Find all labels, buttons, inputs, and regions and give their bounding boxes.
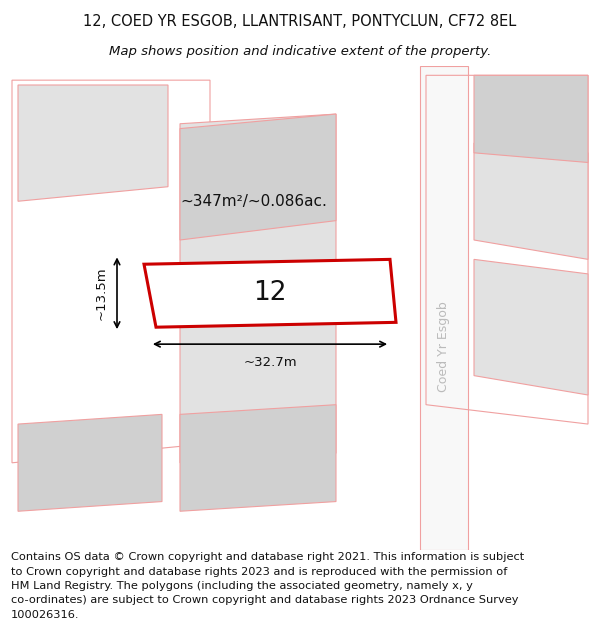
Polygon shape bbox=[180, 114, 336, 463]
Text: ~347m²/~0.086ac.: ~347m²/~0.086ac. bbox=[180, 194, 327, 209]
Text: 100026316.: 100026316. bbox=[11, 609, 79, 619]
Text: Map shows position and indicative extent of the property.: Map shows position and indicative extent… bbox=[109, 46, 491, 58]
Polygon shape bbox=[18, 85, 168, 201]
Text: 12, COED YR ESGOB, LLANTRISANT, PONTYCLUN, CF72 8EL: 12, COED YR ESGOB, LLANTRISANT, PONTYCLU… bbox=[83, 14, 517, 29]
Text: ~13.5m: ~13.5m bbox=[95, 266, 108, 320]
Text: to Crown copyright and database rights 2023 and is reproduced with the permissio: to Crown copyright and database rights 2… bbox=[11, 566, 507, 576]
Text: co-ordinates) are subject to Crown copyright and database rights 2023 Ordnance S: co-ordinates) are subject to Crown copyr… bbox=[11, 595, 518, 605]
Polygon shape bbox=[180, 405, 336, 511]
Polygon shape bbox=[474, 75, 588, 162]
Text: HM Land Registry. The polygons (including the associated geometry, namely x, y: HM Land Registry. The polygons (includin… bbox=[11, 581, 473, 591]
Text: 12: 12 bbox=[253, 280, 287, 306]
Polygon shape bbox=[474, 143, 588, 259]
Polygon shape bbox=[18, 414, 162, 511]
Polygon shape bbox=[180, 114, 336, 240]
Polygon shape bbox=[420, 66, 468, 550]
Text: Contains OS data © Crown copyright and database right 2021. This information is : Contains OS data © Crown copyright and d… bbox=[11, 552, 524, 562]
Polygon shape bbox=[144, 259, 396, 328]
Text: ~32.7m: ~32.7m bbox=[243, 356, 297, 369]
Text: Coed Yr Esgob: Coed Yr Esgob bbox=[437, 301, 451, 392]
Polygon shape bbox=[474, 259, 588, 395]
